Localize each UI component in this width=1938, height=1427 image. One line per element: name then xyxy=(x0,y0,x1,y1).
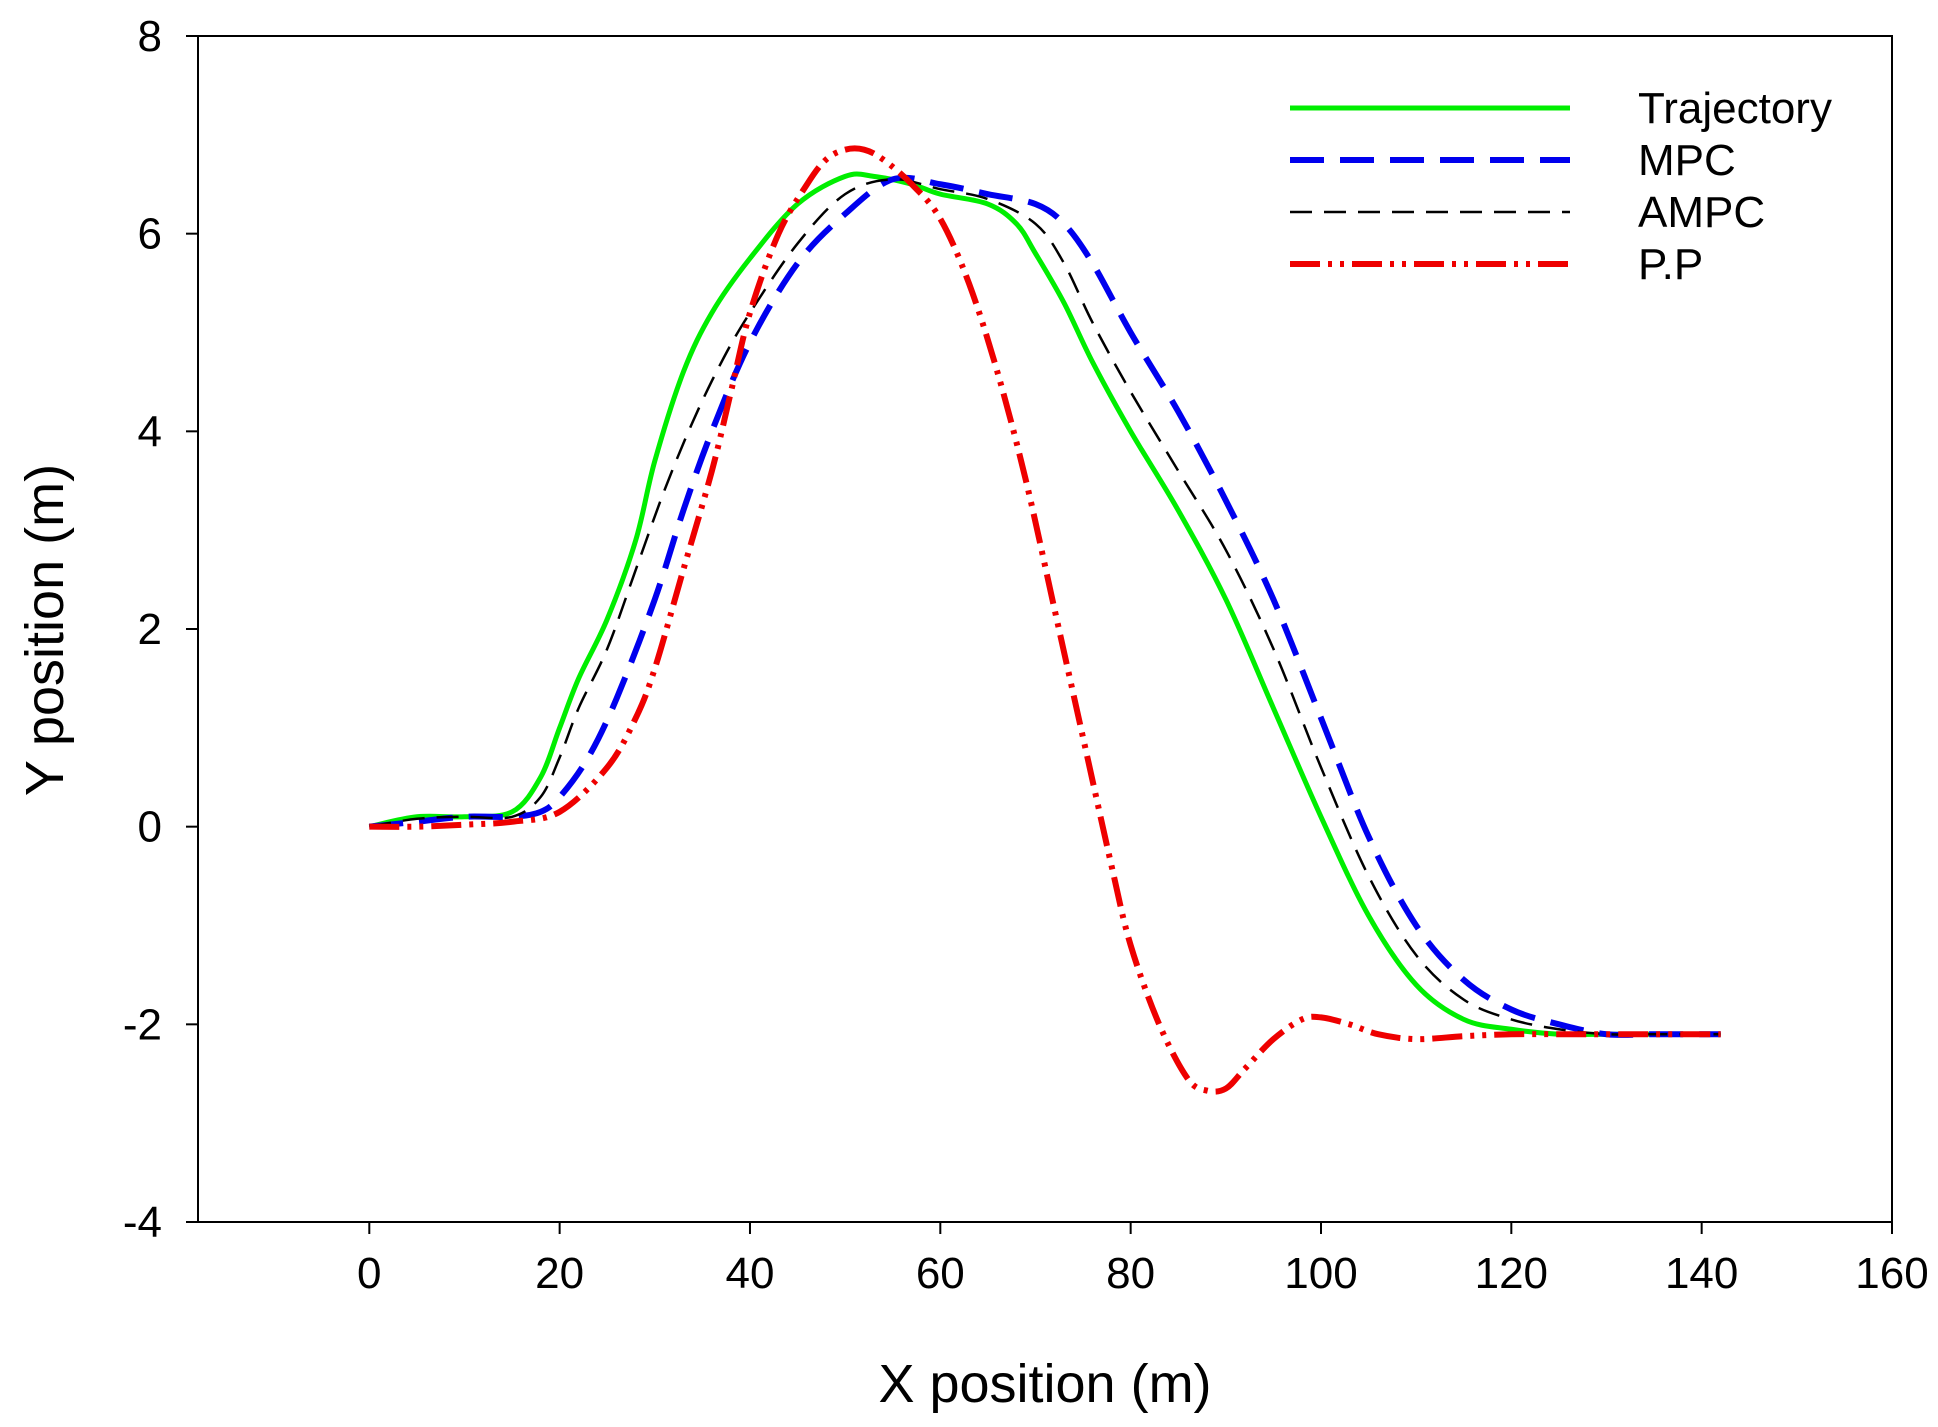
series-line-p-p xyxy=(369,145,1721,1095)
y-axis-title: Y position (m) xyxy=(15,464,75,796)
legend-label: Trajectory xyxy=(1638,84,1832,133)
x-axis: 0 20 40 60 80 100 120 140 160 xyxy=(357,1222,1929,1298)
y-tick-label: -2 xyxy=(123,1000,162,1049)
legend-label: P.P xyxy=(1638,240,1703,289)
x-tick-label: 0 xyxy=(357,1249,381,1298)
x-tick-label: 120 xyxy=(1475,1249,1548,1298)
y-tick-label: 4 xyxy=(138,407,162,456)
y-axis: -4 -2 0 2 4 6 8 xyxy=(123,12,198,1247)
x-tick-label: 40 xyxy=(726,1249,775,1298)
x-tick-label: 100 xyxy=(1284,1249,1357,1298)
legend-label: AMPC xyxy=(1638,188,1765,237)
x-tick-label: 160 xyxy=(1855,1249,1928,1298)
y-tick-label: 2 xyxy=(138,605,162,654)
x-tick-label: 20 xyxy=(535,1249,584,1298)
x-tick-label: 80 xyxy=(1106,1249,1155,1298)
series-line-trajectory xyxy=(368,171,1721,1038)
series-layer xyxy=(368,145,1721,1095)
series-line-ampc xyxy=(369,178,1721,1036)
y-tick-label: 0 xyxy=(138,803,162,852)
x-tick-label: 60 xyxy=(916,1249,965,1298)
legend-label: MPC xyxy=(1638,136,1736,185)
y-tick-label: 6 xyxy=(138,210,162,259)
y-tick-label: -4 xyxy=(123,1198,162,1247)
x-tick-label: 140 xyxy=(1665,1249,1738,1298)
x-axis-title: X position (m) xyxy=(878,1354,1211,1414)
series-line-mpc xyxy=(368,174,1721,1038)
y-tick-label: 8 xyxy=(138,12,162,61)
